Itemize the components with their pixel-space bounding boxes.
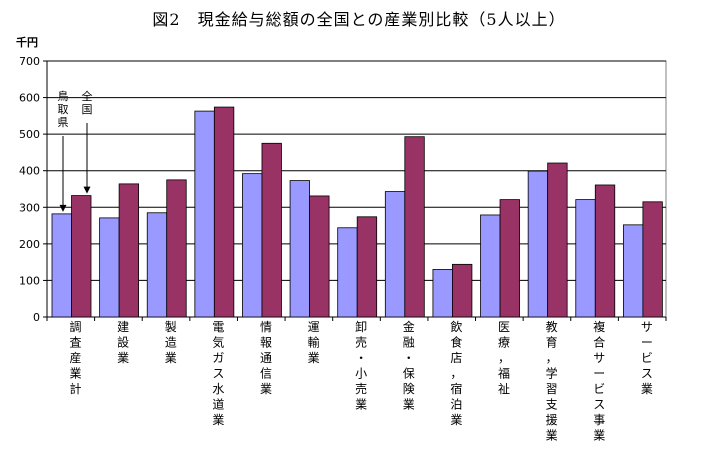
category-label: 医療，福祉	[498, 320, 510, 396]
bar-tottori	[337, 227, 358, 318]
y-tick-label: 0	[33, 311, 40, 324]
bar-tottori	[527, 170, 549, 318]
category-label: 調査産業計	[69, 320, 81, 396]
bar-tottori	[384, 191, 406, 318]
bar-tottori	[146, 212, 168, 318]
annotation-arrow-head	[83, 186, 91, 194]
y-tick-label: 100	[19, 274, 40, 287]
bar-tottori	[289, 180, 310, 318]
annotation-arrow-head	[59, 204, 67, 212]
bar-national	[642, 201, 663, 318]
category-label: 運輸業	[308, 320, 320, 365]
bar-tottori	[432, 269, 453, 318]
y-tick-label: 700	[19, 55, 40, 68]
bar-tottori	[575, 199, 596, 318]
y-axis-label: 千円	[16, 35, 38, 49]
bar-national	[118, 183, 140, 318]
bar-national	[594, 184, 616, 318]
category-label: サービス業	[641, 320, 653, 396]
bar-national	[547, 162, 568, 318]
bar-tottori	[99, 217, 120, 318]
bar-national	[309, 195, 330, 318]
category-label: 複合サービス事業	[593, 319, 605, 443]
y-tick-label: 400	[19, 165, 40, 178]
category-label: 卸売・小売業	[355, 319, 367, 412]
y-tick-label: 500	[19, 128, 40, 141]
bar-national	[166, 179, 187, 318]
bar-national	[499, 199, 520, 318]
category-label: 建設業	[117, 320, 129, 365]
bar-national	[213, 106, 235, 318]
category-label: 飲食店，宿泊業	[450, 319, 462, 427]
y-tick-label: 300	[19, 201, 40, 214]
bar-national	[356, 216, 378, 318]
bar-tottori	[51, 213, 72, 318]
bar-national	[404, 136, 425, 318]
annotation-label: 全国	[82, 89, 93, 116]
bar-tottori	[194, 110, 215, 318]
chart-title: 図2 現金給与総額の全国との産業別比較（5人以上）	[152, 10, 566, 29]
bar-tottori	[242, 173, 263, 318]
bar-national	[71, 195, 92, 318]
y-tick-label: 600	[19, 92, 40, 105]
bar-national	[452, 263, 473, 318]
annotation-label: 鳥取県	[58, 89, 69, 129]
category-label: 電気ガス水道業	[212, 320, 224, 427]
category-label: 製造業	[165, 320, 177, 365]
bar-tottori	[480, 214, 501, 318]
y-tick-label: 200	[19, 238, 40, 251]
category-label: 金融・保険業	[403, 319, 415, 412]
category-label: 情報通信業	[260, 320, 272, 396]
category-label: 教育，学習支援業	[546, 319, 558, 443]
bar-national	[261, 142, 282, 318]
bar-tottori	[622, 224, 644, 318]
